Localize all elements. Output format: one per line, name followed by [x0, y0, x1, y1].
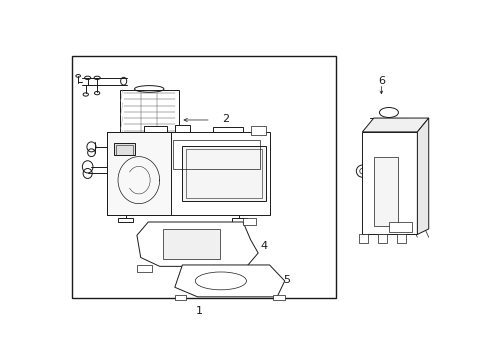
Text: 2: 2 [222, 114, 229, 125]
Bar [72, 56, 335, 298]
Bar [186, 149, 262, 198]
Bar [273, 294, 284, 300]
Bar [373, 157, 398, 226]
Bar [362, 132, 417, 234]
Polygon shape [137, 222, 258, 266]
Bar [114, 143, 135, 155]
Polygon shape [175, 265, 284, 297]
Bar [377, 234, 386, 243]
Bar [239, 265, 254, 272]
Bar [250, 126, 265, 135]
Bar [358, 234, 367, 243]
Text: 5: 5 [283, 275, 289, 285]
Polygon shape [106, 132, 269, 215]
Bar [118, 218, 133, 222]
Bar [231, 218, 246, 222]
Bar [137, 265, 152, 272]
Bar [243, 218, 256, 225]
Text: 3: 3 [260, 192, 267, 202]
Text: 6: 6 [377, 76, 384, 86]
Bar [106, 132, 171, 215]
Bar [173, 140, 260, 169]
Text: 4: 4 [260, 240, 267, 251]
Polygon shape [362, 118, 428, 132]
Text: 1: 1 [196, 306, 203, 316]
Bar [144, 126, 167, 132]
Bar [388, 222, 411, 232]
Polygon shape [416, 118, 428, 234]
Polygon shape [120, 90, 178, 146]
Bar [175, 125, 189, 132]
Bar [212, 127, 243, 132]
Bar [396, 234, 405, 243]
Bar [163, 229, 220, 260]
Bar [175, 294, 186, 300]
Bar [116, 145, 132, 155]
Bar [182, 146, 265, 201]
